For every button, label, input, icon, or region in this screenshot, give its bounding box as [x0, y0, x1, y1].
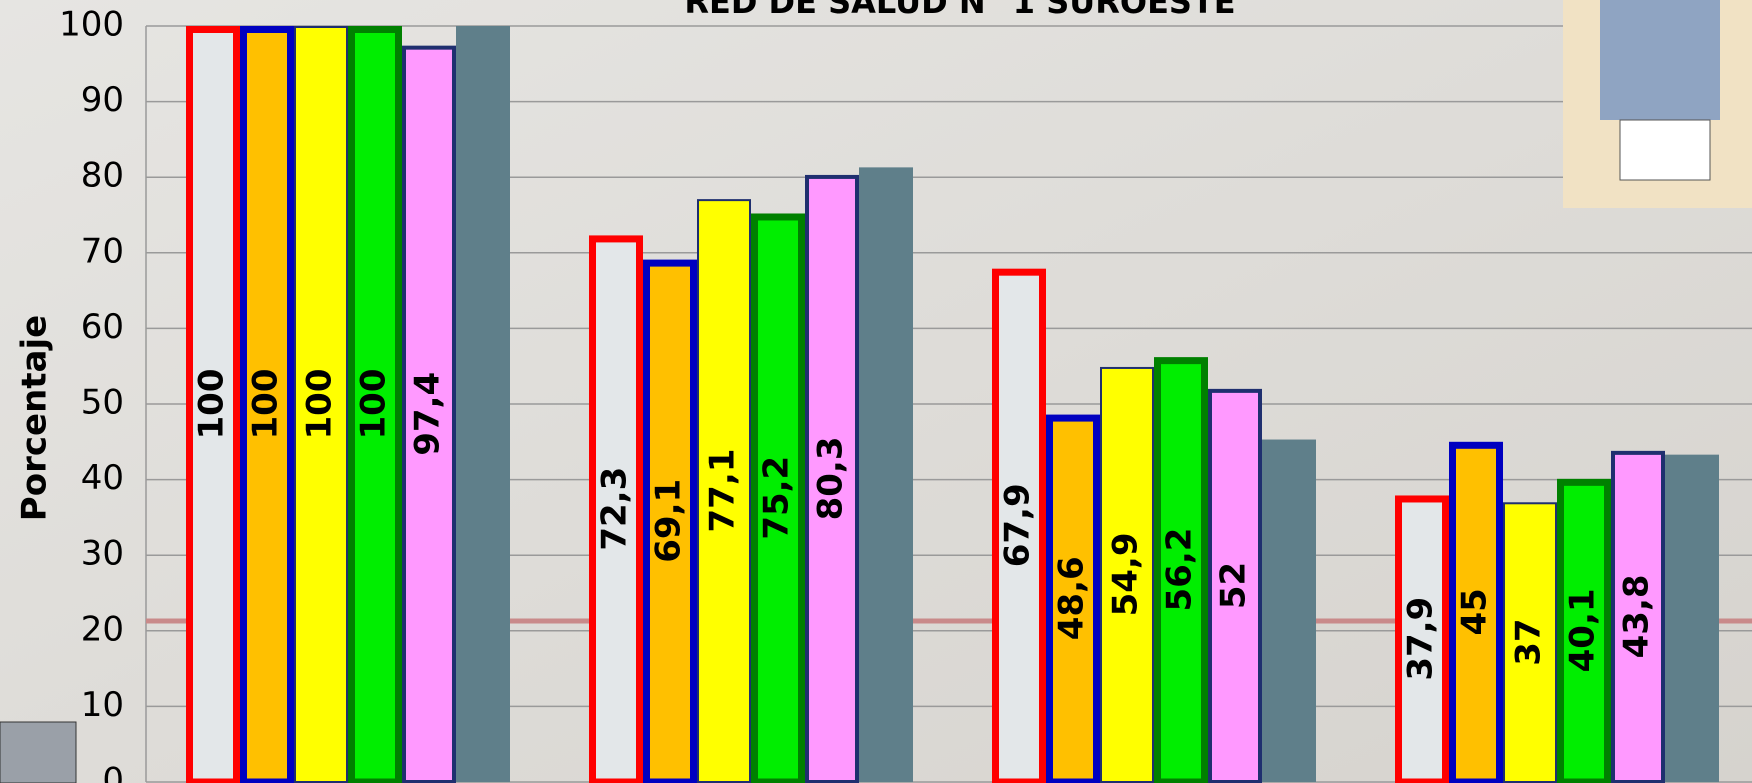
value-label: 80,3 — [811, 437, 851, 521]
y-tick-label: 20 — [81, 609, 124, 649]
clipart-paper — [1620, 120, 1710, 180]
value-label: 100 — [354, 369, 394, 440]
bar — [1262, 440, 1316, 782]
value-label: 77,1 — [703, 449, 743, 533]
value-label: 48,6 — [1052, 556, 1092, 640]
y-tick-label: 90 — [81, 80, 124, 120]
y-tick-label: 40 — [81, 458, 124, 498]
chart: 0 10 20 30 40 50 60 70 80 90 100 100 72,3 67,9 37,9 100… — [0, 0, 1752, 783]
value-label: 97,4 — [408, 372, 448, 456]
value-label: 100 — [192, 369, 232, 440]
value-label: 37,9 — [1401, 597, 1441, 681]
value-label: 100 — [246, 369, 286, 440]
y-tick-label: 100 — [59, 5, 124, 45]
value-label: 37 — [1509, 618, 1549, 665]
y-tick-label: 30 — [81, 534, 124, 574]
value-label: 56,2 — [1160, 528, 1200, 612]
bar — [1665, 455, 1719, 782]
value-label: 43,8 — [1617, 574, 1657, 658]
value-label: 52 — [1214, 562, 1254, 609]
value-label: 72,3 — [595, 467, 635, 551]
y-tick-label: 0 — [102, 761, 124, 783]
y-axis-label: Porcentaje — [15, 315, 55, 521]
clipart-small — [0, 722, 76, 783]
value-label: 40,1 — [1563, 588, 1603, 672]
value-label: 67,9 — [998, 483, 1038, 567]
y-tick-label: 70 — [81, 231, 124, 271]
y-tick-label: 50 — [81, 383, 124, 423]
y-tick-label: 10 — [81, 685, 124, 725]
clipart-figure — [1600, 0, 1720, 120]
y-tick-label: 80 — [81, 156, 124, 196]
y-tick-label: 60 — [81, 307, 124, 347]
bar — [456, 26, 510, 782]
value-label: 54,9 — [1106, 533, 1146, 617]
value-label: 75,2 — [757, 456, 797, 540]
bar — [859, 167, 913, 782]
chart-title: RED DE SALUD N° 1 SUROESTE — [684, 0, 1235, 21]
value-label: 45 — [1455, 588, 1495, 635]
value-label: 69,1 — [649, 479, 689, 563]
value-label: 100 — [300, 369, 340, 440]
